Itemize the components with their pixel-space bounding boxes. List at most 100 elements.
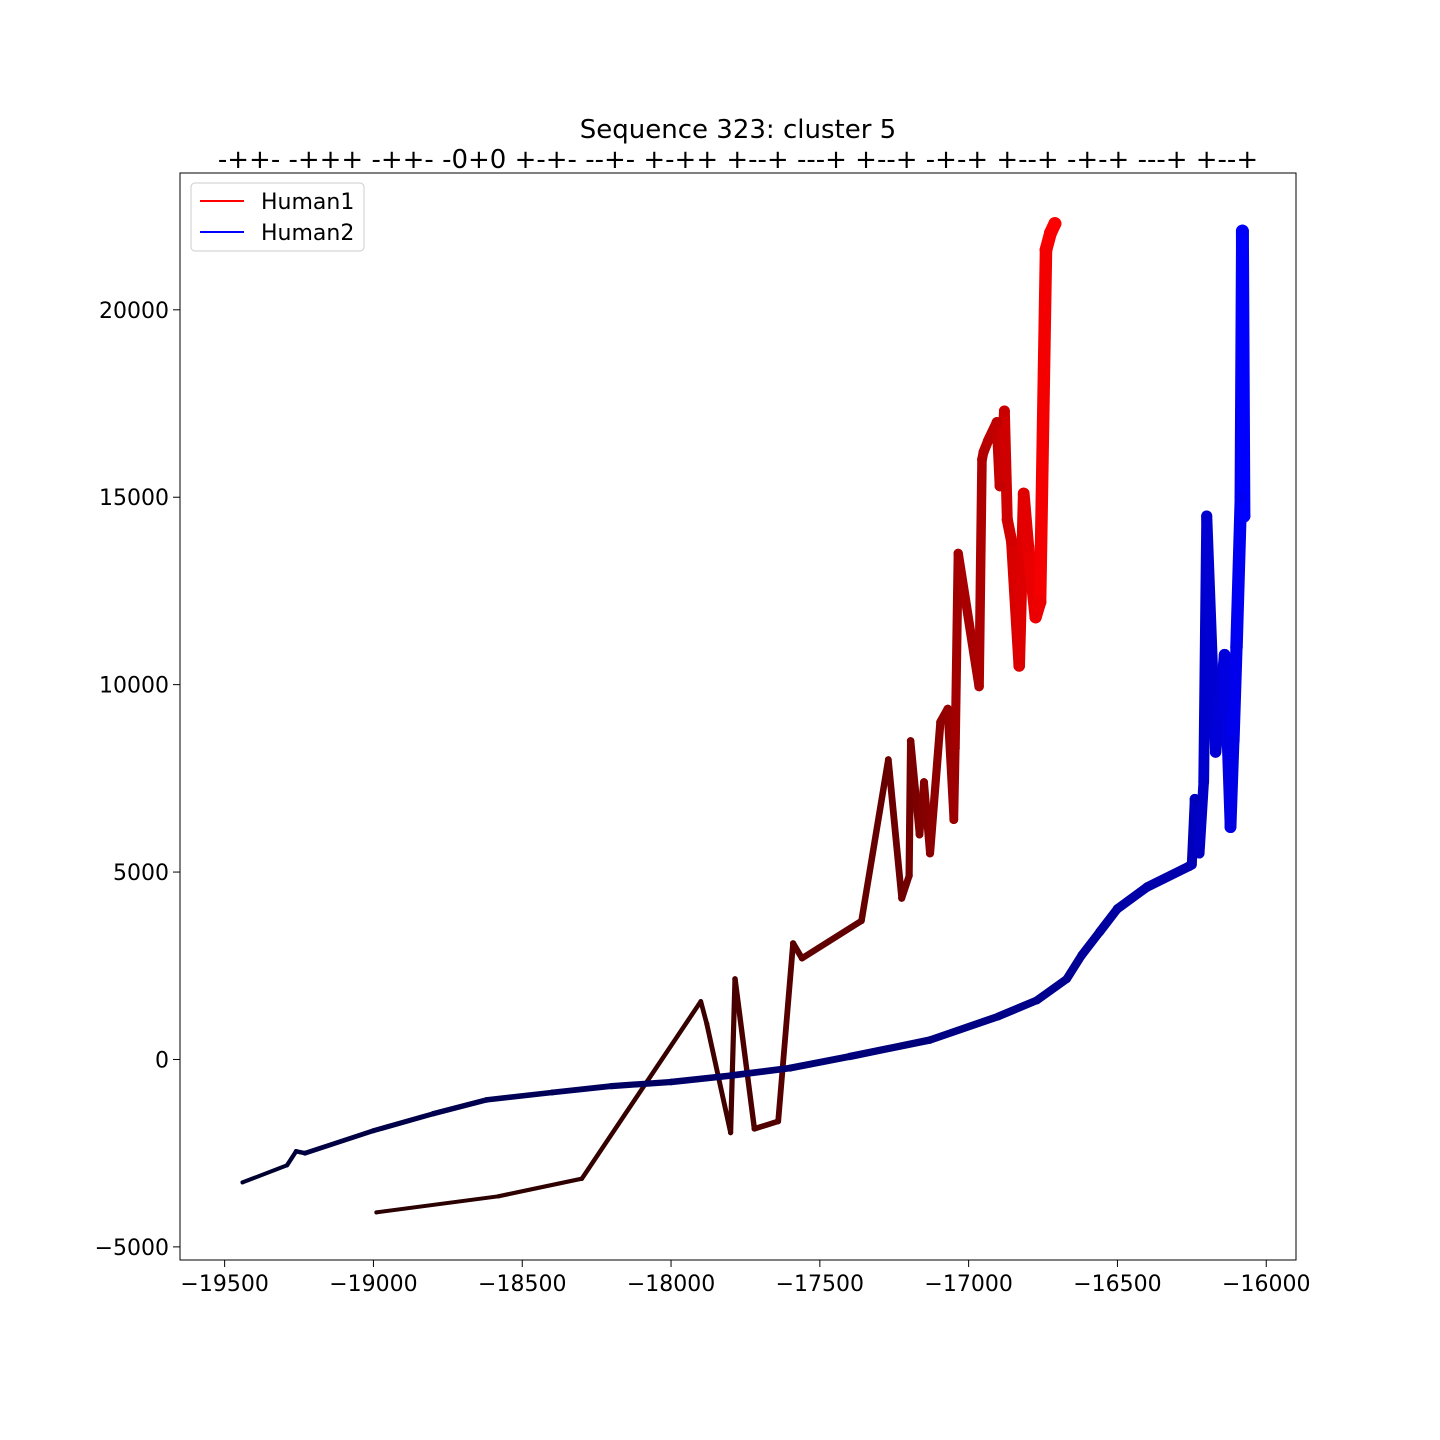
data-point <box>949 815 959 824</box>
data-point <box>698 999 704 1004</box>
data-point <box>1006 536 1018 548</box>
series-segment <box>302 1128 376 1156</box>
series-segment <box>1112 882 1152 914</box>
x-tick-label: −16000 <box>1222 1272 1310 1297</box>
series-segment <box>845 1036 934 1061</box>
data-point <box>978 447 989 458</box>
data-point <box>1013 660 1025 672</box>
series-segment <box>858 756 892 925</box>
data-point <box>483 1097 490 1103</box>
y-tick-label: 5000 <box>113 861 169 886</box>
x-tick-label: −18500 <box>478 1272 566 1297</box>
series-segment <box>786 1053 854 1072</box>
legend-label-human2: Human2 <box>261 221 354 246</box>
y-axis: −5000 0 5000 10000 15000 20000 <box>95 299 180 1261</box>
data-point <box>727 1072 734 1079</box>
series-segment <box>370 1111 436 1134</box>
series-segment <box>1017 487 1035 552</box>
series-segment <box>667 1072 734 1086</box>
data-point <box>1224 821 1237 833</box>
series-segment <box>240 1163 290 1185</box>
data-point <box>1186 859 1197 870</box>
y-tick-label: 0 <box>155 1048 169 1073</box>
y-tick-label: 15000 <box>99 486 169 511</box>
data-point <box>1234 491 1248 504</box>
data-point <box>1048 217 1062 231</box>
data-point <box>926 1036 934 1044</box>
data-point <box>240 1180 245 1185</box>
data-point <box>983 436 993 446</box>
data-point <box>915 830 924 839</box>
chart-subtitle: -++- -+++ -++- -0+0 +-+- --+- +-++ +--+ … <box>218 145 1258 175</box>
data-point <box>751 1126 758 1132</box>
series-segment <box>994 996 1041 1021</box>
data-point <box>926 849 934 858</box>
data-point <box>994 1012 1003 1021</box>
data-point <box>920 778 928 786</box>
series-segment <box>1194 776 1209 859</box>
data-point <box>728 1130 734 1136</box>
series-segment <box>549 1083 615 1096</box>
data-point <box>1189 794 1200 804</box>
series-human2 <box>240 224 1251 1185</box>
data-point <box>1062 974 1071 984</box>
series-segment <box>925 717 945 858</box>
series-segment <box>727 976 738 1136</box>
series-segment <box>1235 224 1251 523</box>
series-segment <box>1033 974 1071 1005</box>
series-segment <box>798 917 865 962</box>
series-segment <box>727 1064 794 1079</box>
data-point <box>1029 611 1042 624</box>
data-point <box>898 894 906 902</box>
data-point <box>994 480 1006 492</box>
x-tick-label: −16500 <box>1073 1272 1161 1297</box>
data-point <box>786 1064 794 1072</box>
data-point <box>1039 243 1053 257</box>
data-point <box>1201 510 1213 522</box>
series-segment <box>775 940 796 1125</box>
data-point <box>608 1083 615 1090</box>
data-point <box>1033 596 1047 609</box>
data-point <box>1112 904 1122 914</box>
data-point <box>1210 746 1222 758</box>
y-tick-label: 10000 <box>99 674 169 699</box>
data-point <box>950 743 960 753</box>
series-segment <box>751 1118 782 1132</box>
x-tick-label: −19000 <box>329 1272 417 1297</box>
data-point <box>1237 509 1251 523</box>
data-point <box>858 917 865 924</box>
data-point <box>1227 734 1240 747</box>
data-point <box>999 405 1010 417</box>
data-point <box>667 1078 675 1086</box>
series-segment <box>926 1012 1003 1044</box>
series-segment <box>1062 951 1086 984</box>
series-layer <box>240 217 1251 1215</box>
series-segment <box>1077 927 1104 960</box>
data-point <box>1001 514 1013 526</box>
series-segment <box>898 872 913 902</box>
data-point <box>732 976 738 982</box>
series-segment <box>579 999 704 1181</box>
series-segment <box>949 744 960 824</box>
data-point <box>885 756 892 763</box>
series-segment <box>698 999 710 1027</box>
data-point <box>977 454 987 465</box>
series-segment <box>1224 734 1240 834</box>
legend-label-human1: Human1 <box>261 190 354 215</box>
series-segment <box>1230 490 1248 654</box>
data-point <box>905 872 913 880</box>
data-point <box>285 1163 290 1168</box>
legend: Human1 Human2 <box>190 182 365 252</box>
data-point <box>1236 224 1249 238</box>
chart-title: Sequence 323: cluster 5 <box>580 115 896 145</box>
data-point <box>1033 996 1042 1005</box>
data-point <box>496 1194 501 1199</box>
data-point <box>1142 882 1152 892</box>
data-point <box>775 1118 782 1125</box>
series-segment <box>1095 904 1122 937</box>
series-segment <box>430 1097 490 1117</box>
data-point <box>579 1176 584 1181</box>
data-point <box>943 704 953 714</box>
data-point <box>704 1021 710 1027</box>
data-point <box>936 718 945 727</box>
